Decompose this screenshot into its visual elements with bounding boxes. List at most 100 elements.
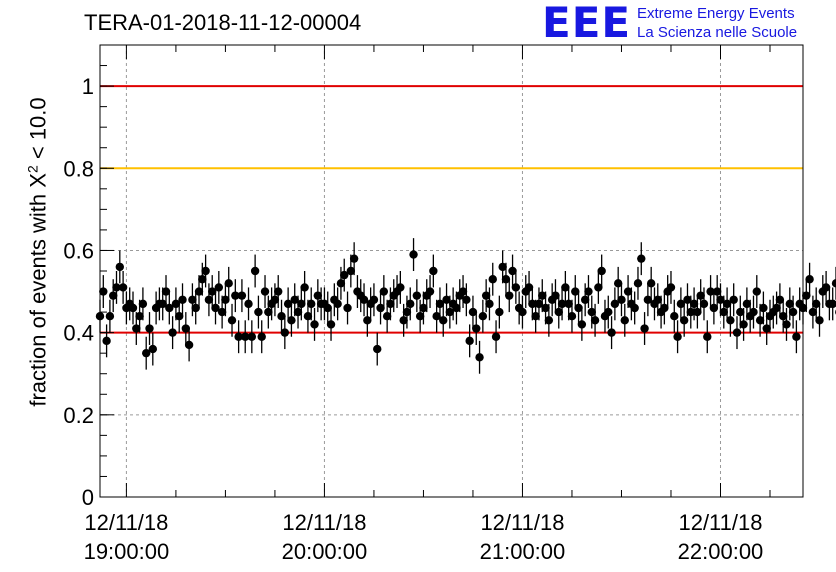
data-marker [346,266,356,276]
data-marker [369,295,379,304]
data-point [465,324,474,358]
data-marker [211,303,220,313]
data-marker [534,299,544,309]
data-point [435,287,445,321]
data-marker [260,287,270,296]
eee-logo-text: Extreme Energy Events La Scienza nelle S… [637,4,797,42]
data-point [142,336,151,370]
data-point [709,291,719,325]
data-marker [788,307,798,317]
data-point [534,287,544,321]
data-point [782,307,791,341]
data-marker [660,303,669,313]
data-marker [485,299,494,309]
data-point [145,312,154,345]
data-marker [706,287,715,296]
data-marker [475,353,484,362]
data-point [778,299,788,333]
data-point [646,266,656,300]
data-point [505,279,514,313]
data-point [313,279,323,313]
x-tick-label-date: 12/11/18 [84,510,168,535]
data-point [115,250,125,284]
data-marker [696,291,705,300]
data-point [475,340,484,374]
data-marker [828,299,836,309]
data-marker [640,324,649,333]
data-point [630,291,639,325]
data-point [567,299,577,333]
data-point [274,275,283,308]
data-marker [712,287,722,296]
y-tick-label: 0.4 [63,321,94,346]
data-point [712,275,722,308]
data-point [109,279,118,313]
data-point [485,287,494,321]
data-point [340,258,349,292]
data-point [620,303,629,337]
data-marker [445,307,455,317]
data-marker [785,299,794,309]
data-point [204,283,214,317]
data-marker [399,316,408,325]
data-marker [620,316,629,325]
data-marker [168,328,177,337]
data-marker [637,254,646,263]
data-marker [402,307,412,317]
data-marker [518,307,527,317]
data-point [363,303,372,337]
data-marker [132,324,141,333]
data-point [590,303,600,337]
data-point [815,303,824,337]
data-point [481,279,491,313]
data-marker [666,283,676,292]
data-point [557,287,567,321]
data-point [812,287,821,321]
data-point [462,283,471,317]
data-marker [115,262,125,272]
data-point [577,307,587,341]
data-marker [161,287,171,296]
data-marker [175,312,184,321]
data-point [105,299,115,333]
data-point [283,287,293,321]
data-marker [435,299,445,309]
data-point [640,312,649,345]
data-point [415,299,425,333]
data-marker [732,328,742,337]
data-marker [257,332,266,341]
data-point [594,271,603,304]
data-point [409,238,418,271]
data-point [726,303,735,337]
data-marker [623,287,633,296]
data-point [221,283,230,317]
data-marker [524,283,534,292]
data-point [699,287,709,321]
data-marker [778,312,788,321]
data-marker [643,295,653,304]
data-marker [528,299,537,309]
data-marker [158,299,167,309]
data-marker [145,324,154,333]
data-marker [541,303,550,313]
data-marker [686,307,695,317]
data-marker [333,299,342,309]
data-marker [336,279,346,288]
data-point [369,283,379,317]
data-point [359,283,369,317]
data-marker [630,303,639,313]
data-marker [340,270,349,280]
data-marker [491,332,501,341]
data-point [439,303,448,337]
x-tick-label-date: 12/11/18 [678,510,762,535]
data-marker [254,307,263,317]
data-point [161,275,171,308]
data-point [458,275,468,308]
data-point [373,332,382,366]
data-points [95,238,836,374]
data-point [802,279,811,313]
data-marker [323,303,332,313]
data-point [785,287,794,321]
data-point [689,287,699,321]
data-point [293,295,303,329]
